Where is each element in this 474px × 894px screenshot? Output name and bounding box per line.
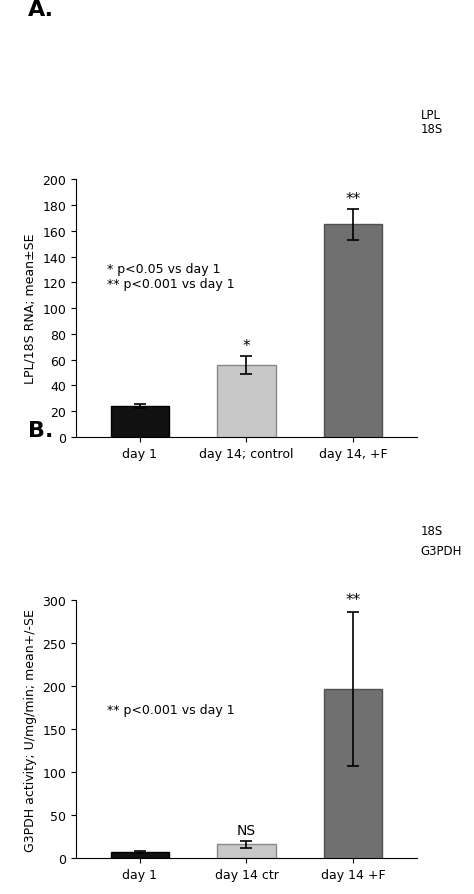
Bar — [100, 59, 134, 67]
Bar — [100, 135, 134, 143]
Bar — [246, 114, 294, 126]
Bar — [95, 487, 125, 494]
Text: 18S: 18S — [420, 123, 443, 137]
Text: NS: NS — [237, 822, 256, 837]
Text: G3PDH: G3PDH — [420, 544, 462, 557]
Bar — [100, 116, 134, 124]
Text: **: ** — [346, 192, 361, 207]
Bar — [100, 40, 134, 48]
Text: day1: day1 — [177, 187, 207, 197]
Bar — [315, 535, 363, 549]
Bar — [324, 225, 383, 437]
Text: A.: A. — [28, 0, 54, 20]
Text: ** p<0.001 vs day 1: ** p<0.001 vs day 1 — [107, 704, 234, 717]
Text: *: * — [243, 339, 250, 354]
Bar — [178, 114, 226, 126]
Bar — [110, 852, 169, 858]
Text: d1: d1 — [184, 608, 200, 618]
Text: LPL: LPL — [420, 109, 440, 122]
Bar — [110, 407, 169, 437]
Bar — [315, 114, 363, 126]
Bar — [100, 99, 134, 107]
Bar — [315, 493, 363, 504]
Text: B.: B. — [28, 420, 54, 441]
Bar — [217, 366, 276, 437]
Bar — [95, 473, 125, 480]
Text: d14
Ctr: d14 Ctr — [245, 608, 268, 629]
Bar — [100, 80, 134, 89]
Bar — [95, 516, 125, 523]
Bar — [178, 75, 226, 89]
Bar — [95, 502, 125, 509]
Text: **: ** — [346, 593, 361, 608]
Bar — [95, 544, 125, 552]
Bar — [246, 535, 294, 549]
Bar — [217, 845, 276, 858]
Bar — [178, 493, 226, 504]
Y-axis label: G3PDH activity; U/mg/min; mean+/-SE: G3PDH activity; U/mg/min; mean+/-SE — [24, 608, 36, 851]
Bar — [95, 559, 125, 566]
Y-axis label: LPL/18S RNA; mean±SE: LPL/18S RNA; mean±SE — [24, 233, 36, 384]
Bar — [246, 493, 294, 504]
Text: 18S: 18S — [420, 524, 443, 537]
Bar — [246, 75, 294, 89]
Text: * p<0.05 vs day 1
** p<0.001 vs day 1: * p<0.05 vs day 1 ** p<0.001 vs day 1 — [107, 262, 234, 291]
Bar — [324, 689, 383, 858]
Bar — [95, 530, 125, 537]
Bar — [95, 459, 125, 466]
Text: day14
Ctr: day14 Ctr — [234, 187, 272, 208]
Bar — [315, 75, 363, 89]
Text: d14
+F: d14 +F — [303, 608, 327, 629]
Text: day14
+F: day14 +F — [296, 187, 334, 208]
